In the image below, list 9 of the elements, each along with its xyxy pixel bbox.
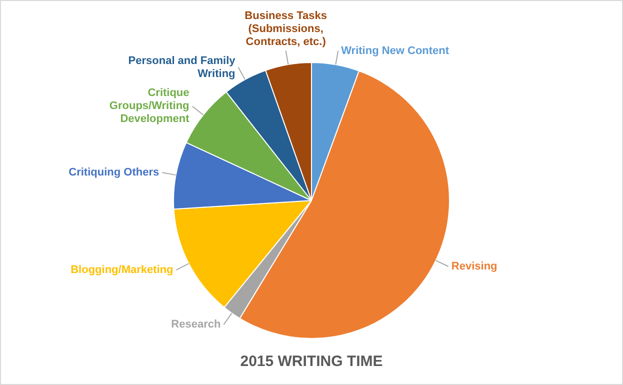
slice-label: Critique Groups/Writing Development [109,87,190,126]
slice-label: Business Tasks (Submissions, Contracts, etc.) [244,10,328,48]
text: 2015 WRITING TIME [240,353,383,370]
slice-label: Personal and Family Writing [128,54,236,80]
slice-label: Research [171,318,221,331]
slice-label: Critiquing Others [68,166,160,179]
slice-label: Writing New Content [341,44,450,57]
slice-label: Revising [451,260,498,273]
slice-label: Blogging/Marketing [70,264,174,276]
